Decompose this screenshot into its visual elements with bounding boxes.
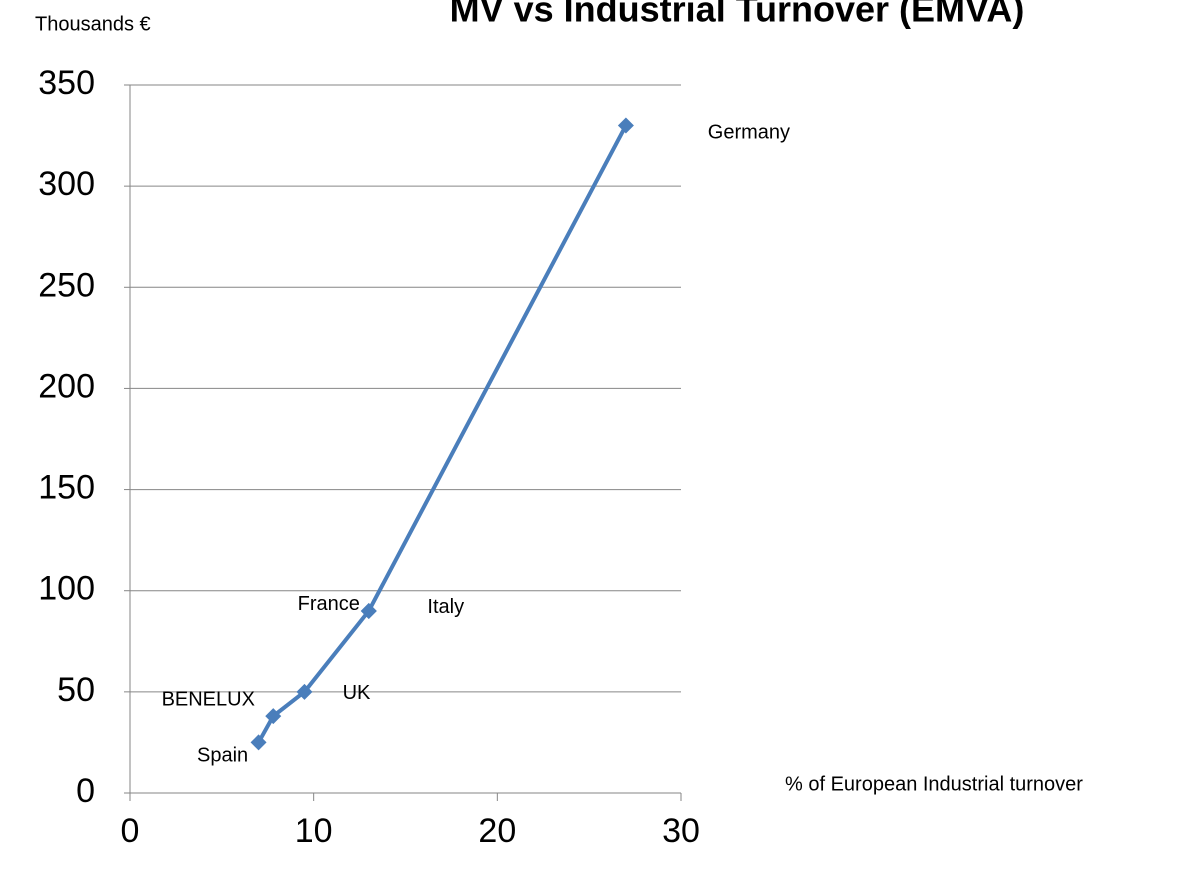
- y-tick-label: 200: [38, 367, 95, 405]
- point-label: Spain: [197, 745, 248, 767]
- chart-title: MV vs Industrial Turnover (EMVA): [450, 0, 1025, 30]
- marker: [265, 708, 282, 725]
- marker: [250, 734, 267, 751]
- point-label: UK: [343, 682, 371, 704]
- y-axis-label: Thousands €: [35, 13, 151, 35]
- point-label: Germany: [708, 122, 790, 144]
- x-tick-label: 20: [478, 812, 516, 850]
- point-label: Italy: [427, 596, 464, 618]
- y-tick-label: 350: [38, 64, 95, 102]
- point-label: France: [298, 593, 360, 615]
- x-tick-label: 10: [295, 812, 333, 850]
- marker: [360, 602, 377, 619]
- x-tick-label: 0: [121, 812, 140, 850]
- y-tick-label: 0: [76, 772, 95, 810]
- x-axis-label: % of European Industrial turnover: [785, 773, 1083, 795]
- marker: [296, 683, 313, 700]
- y-tick-label: 250: [38, 266, 95, 304]
- y-tick-label: 50: [57, 671, 95, 709]
- point-label: BENELUX: [162, 688, 255, 710]
- y-tick-label: 150: [38, 469, 95, 507]
- y-tick-label: 300: [38, 165, 95, 203]
- y-tick-label: 100: [38, 570, 95, 608]
- series-line: [256, 124, 628, 744]
- x-tick-label: 30: [662, 812, 700, 850]
- marker: [617, 117, 634, 134]
